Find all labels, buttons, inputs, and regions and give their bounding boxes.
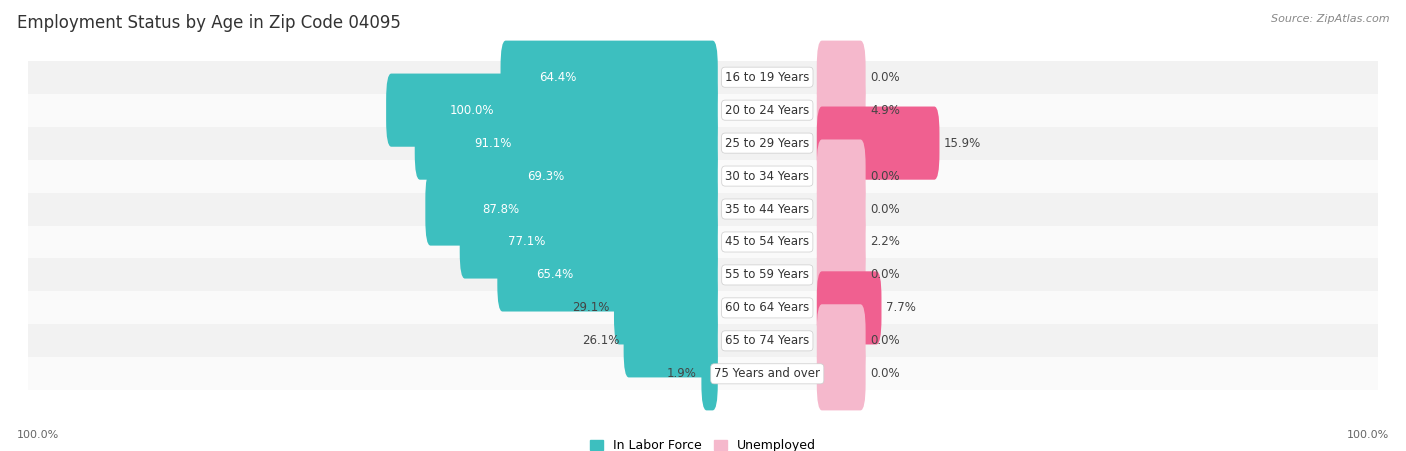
Text: 7.7%: 7.7% (886, 301, 915, 314)
Text: Employment Status by Age in Zip Code 04095: Employment Status by Age in Zip Code 040… (17, 14, 401, 32)
Text: 15.9%: 15.9% (943, 137, 981, 150)
Text: 2.2%: 2.2% (870, 235, 900, 249)
Text: 30 to 34 Years: 30 to 34 Years (725, 170, 810, 183)
Text: 0.0%: 0.0% (870, 71, 900, 84)
Text: 26.1%: 26.1% (582, 334, 619, 347)
FancyBboxPatch shape (614, 272, 718, 345)
FancyBboxPatch shape (498, 238, 718, 312)
Text: 65 to 74 Years: 65 to 74 Years (725, 334, 810, 347)
Text: 16 to 19 Years: 16 to 19 Years (725, 71, 810, 84)
Bar (28, 193, 1378, 226)
Text: 69.3%: 69.3% (527, 170, 564, 183)
FancyBboxPatch shape (817, 74, 866, 147)
Text: 100.0%: 100.0% (1347, 430, 1389, 440)
Bar (28, 61, 1378, 94)
Text: 20 to 24 Years: 20 to 24 Years (725, 104, 810, 117)
Text: 0.0%: 0.0% (870, 202, 900, 216)
FancyBboxPatch shape (426, 172, 718, 246)
Text: 35 to 44 Years: 35 to 44 Years (725, 202, 810, 216)
FancyBboxPatch shape (501, 41, 718, 114)
Text: 0.0%: 0.0% (870, 367, 900, 380)
FancyBboxPatch shape (817, 41, 866, 114)
FancyBboxPatch shape (817, 304, 866, 377)
FancyBboxPatch shape (817, 205, 866, 279)
FancyBboxPatch shape (702, 337, 718, 410)
FancyBboxPatch shape (387, 74, 718, 147)
Bar (28, 127, 1378, 160)
Text: 55 to 59 Years: 55 to 59 Years (725, 268, 810, 281)
Bar (28, 226, 1378, 258)
Bar (28, 324, 1378, 357)
FancyBboxPatch shape (460, 205, 718, 279)
Text: 87.8%: 87.8% (482, 202, 520, 216)
Bar (28, 160, 1378, 193)
Text: 25 to 29 Years: 25 to 29 Years (725, 137, 810, 150)
Text: 75 Years and over: 75 Years and over (714, 367, 820, 380)
FancyBboxPatch shape (624, 304, 718, 377)
Text: 45 to 54 Years: 45 to 54 Years (725, 235, 810, 249)
FancyBboxPatch shape (485, 139, 718, 212)
FancyBboxPatch shape (817, 139, 866, 212)
FancyBboxPatch shape (817, 272, 882, 345)
FancyBboxPatch shape (817, 106, 939, 179)
Text: 4.9%: 4.9% (870, 104, 900, 117)
Text: 1.9%: 1.9% (666, 367, 697, 380)
FancyBboxPatch shape (817, 337, 866, 410)
FancyBboxPatch shape (415, 106, 718, 179)
Text: 0.0%: 0.0% (870, 334, 900, 347)
Text: 100.0%: 100.0% (17, 430, 59, 440)
Text: Source: ZipAtlas.com: Source: ZipAtlas.com (1271, 14, 1389, 23)
Bar (28, 291, 1378, 324)
Bar (28, 258, 1378, 291)
FancyBboxPatch shape (817, 172, 866, 246)
Text: 0.0%: 0.0% (870, 170, 900, 183)
Bar (28, 357, 1378, 390)
Text: 29.1%: 29.1% (572, 301, 609, 314)
Text: 91.1%: 91.1% (474, 137, 512, 150)
Text: 60 to 64 Years: 60 to 64 Years (725, 301, 810, 314)
Text: 65.4%: 65.4% (536, 268, 574, 281)
Text: 77.1%: 77.1% (508, 235, 546, 249)
Text: 100.0%: 100.0% (450, 104, 494, 117)
Legend: In Labor Force, Unemployed: In Labor Force, Unemployed (591, 439, 815, 451)
Text: 0.0%: 0.0% (870, 268, 900, 281)
FancyBboxPatch shape (817, 238, 866, 312)
Bar (28, 94, 1378, 127)
Text: 64.4%: 64.4% (538, 71, 576, 84)
